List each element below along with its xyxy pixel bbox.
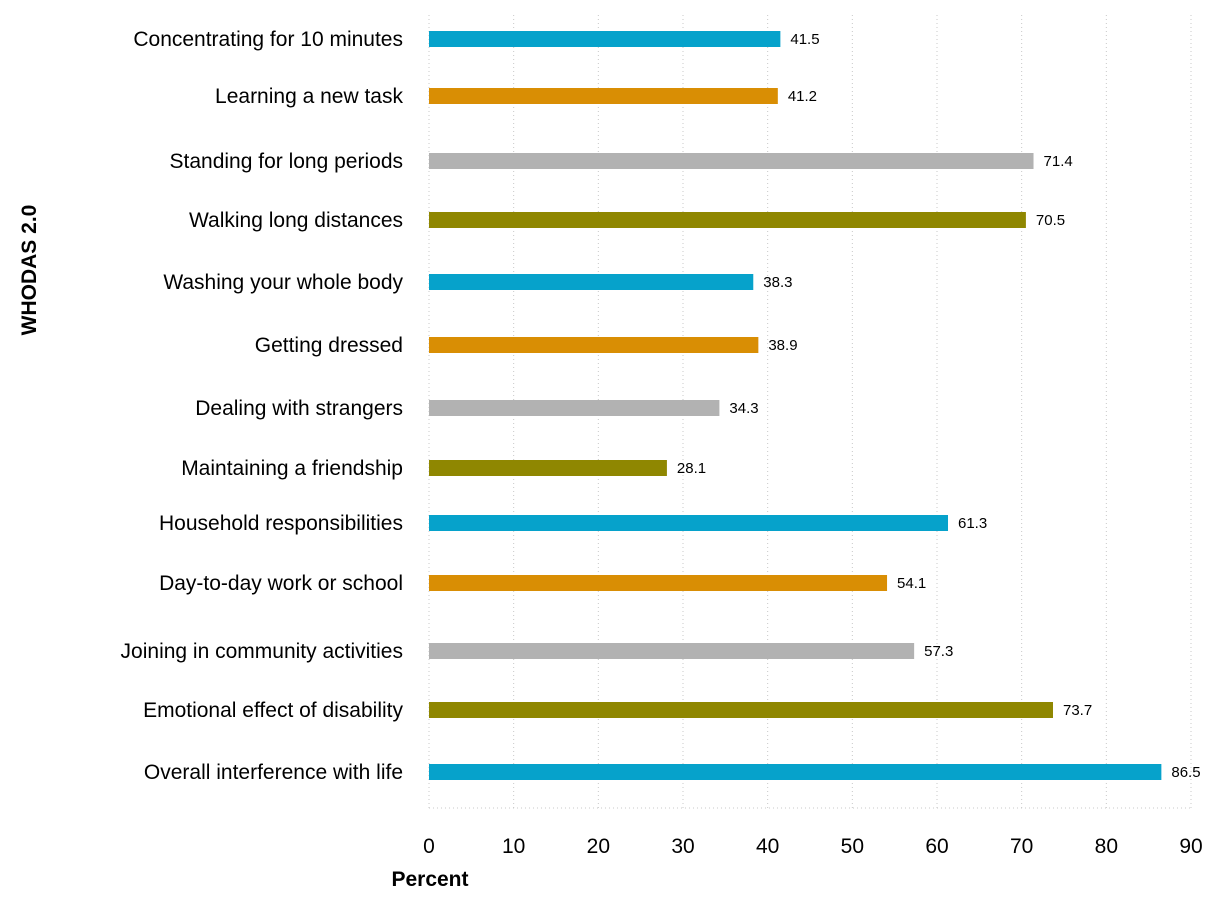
bar (429, 643, 915, 659)
bar (429, 88, 778, 104)
bar (429, 337, 759, 353)
data-label: 34.3 (729, 400, 758, 417)
category-label: Standing for long periods (170, 150, 404, 173)
x-tick-label: 90 (1179, 835, 1202, 858)
bar (429, 702, 1053, 718)
x-tick-label: 30 (671, 835, 694, 858)
data-label: 73.7 (1063, 702, 1092, 719)
category-label: Dealing with strangers (195, 397, 403, 420)
category-label: Washing your whole body (163, 271, 403, 294)
x-tick-label: 40 (756, 835, 779, 858)
x-tick-label: 80 (1095, 835, 1118, 858)
category-label: Overall interference with life (144, 761, 403, 784)
bar (429, 212, 1026, 228)
x-axis-title: Percent (391, 868, 469, 891)
data-label: 57.3 (924, 643, 953, 660)
bar (429, 575, 888, 591)
category-label: Concentrating for 10 minutes (133, 28, 403, 51)
category-label: Walking long distances (189, 209, 403, 232)
bar (429, 274, 754, 290)
data-label: 28.1 (677, 460, 706, 477)
category-label: Getting dressed (255, 334, 403, 357)
bar (429, 31, 781, 47)
bar (429, 400, 720, 416)
data-label: 38.3 (763, 274, 792, 291)
data-label: 41.5 (790, 31, 819, 48)
category-label: Joining in community activities (121, 640, 403, 663)
x-tick-label: 70 (1010, 835, 1033, 858)
data-label: 41.2 (788, 88, 817, 105)
data-label: 86.5 (1171, 764, 1200, 781)
category-label: Emotional effect of disability (143, 699, 403, 722)
category-label: Day-to-day work or school (159, 572, 403, 595)
category-label: Maintaining a friendship (181, 457, 403, 480)
x-tick-label: 60 (925, 835, 948, 858)
data-label: 54.1 (897, 575, 926, 592)
data-label: 70.5 (1036, 212, 1065, 229)
x-tick-label: 50 (841, 835, 864, 858)
x-tick-label: 10 (502, 835, 525, 858)
bar (429, 764, 1162, 780)
bar (429, 515, 949, 531)
bar (429, 153, 1034, 169)
x-tick-label: 0 (423, 835, 435, 858)
data-label: 71.4 (1044, 153, 1073, 170)
bar (429, 460, 667, 476)
data-label: 38.9 (768, 337, 797, 354)
category-label: Household responsibilities (159, 512, 403, 535)
data-label: 61.3 (958, 515, 987, 532)
x-tick-label: 20 (587, 835, 610, 858)
category-label: Learning a new task (215, 85, 403, 108)
